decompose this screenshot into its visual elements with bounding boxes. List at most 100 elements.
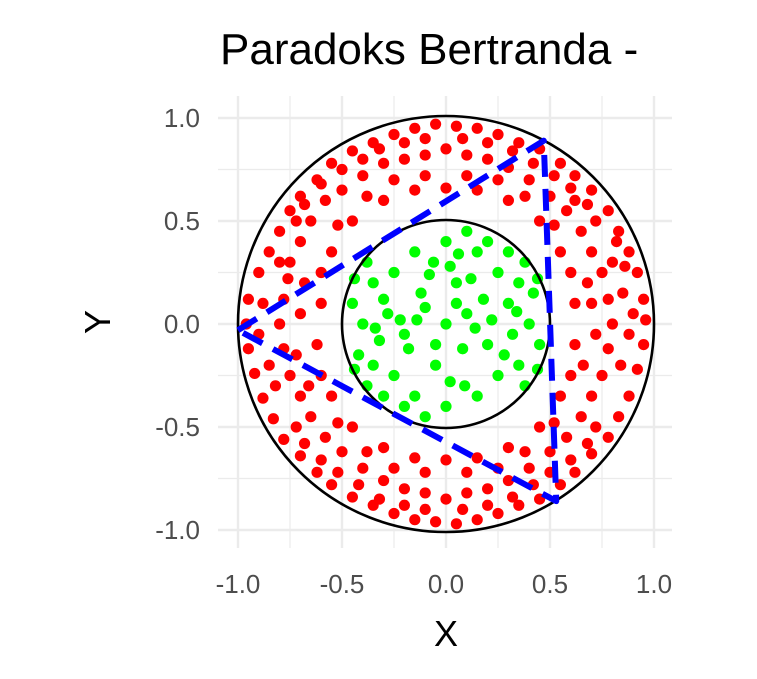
- data-point: [554, 157, 567, 169]
- data-point: [419, 170, 431, 182]
- data-point: [502, 442, 514, 454]
- data-point: [569, 466, 581, 478]
- x-tick-label: -1.0: [216, 569, 261, 599]
- data-point: [440, 493, 452, 505]
- data-point: [586, 448, 598, 460]
- x-tick-label: 0.5: [532, 569, 568, 599]
- data-point: [577, 359, 589, 371]
- data-point: [388, 369, 400, 382]
- data-point: [602, 343, 614, 355]
- data-point: [311, 466, 323, 478]
- data-point: [606, 318, 619, 330]
- data-point: [640, 314, 652, 326]
- data-point: [369, 322, 381, 334]
- data-point: [357, 462, 369, 474]
- data-point: [619, 260, 631, 272]
- data-point: [615, 359, 627, 371]
- data-point: [419, 487, 431, 499]
- data-point: [450, 277, 462, 289]
- data-point: [257, 392, 269, 404]
- data-point: [471, 246, 483, 258]
- data-point: [565, 454, 577, 466]
- data-point: [569, 194, 581, 206]
- data-point: [586, 246, 598, 258]
- data-point: [492, 266, 504, 279]
- data-point: [548, 417, 560, 429]
- data-point: [502, 194, 514, 206]
- x-axis-label: X: [434, 613, 458, 654]
- data-point: [409, 452, 421, 464]
- data-point: [502, 474, 514, 487]
- data-point: [623, 390, 635, 402]
- outer-circle: [236, 114, 656, 534]
- data-point: [613, 225, 625, 237]
- data-point: [353, 349, 365, 361]
- data-point: [554, 246, 567, 258]
- data-point: [631, 363, 643, 375]
- data-point: [575, 225, 587, 237]
- data-point: [419, 149, 431, 161]
- data-point: [581, 277, 594, 289]
- data-point: [565, 182, 577, 194]
- data-point: [631, 266, 643, 279]
- geometry: [235, 114, 656, 534]
- data-point: [394, 314, 406, 326]
- data-point: [409, 122, 421, 134]
- data-point: [290, 215, 302, 227]
- data-point: [469, 322, 481, 334]
- data-point: [298, 198, 311, 211]
- data-point: [602, 293, 614, 305]
- data-point: [502, 246, 514, 258]
- data-point: [623, 246, 635, 258]
- data-point: [610, 236, 623, 248]
- data-point: [492, 174, 504, 186]
- data-point: [492, 507, 504, 520]
- data-point: [284, 256, 296, 268]
- data-point: [409, 514, 421, 526]
- data-point: [398, 499, 410, 511]
- data-point: [482, 137, 494, 149]
- data-point: [332, 219, 344, 231]
- data-point: [326, 479, 338, 491]
- data-point: [315, 178, 327, 190]
- data-point: [346, 297, 358, 309]
- x-tick-label: 1.0: [636, 569, 672, 599]
- data-point: [502, 297, 514, 309]
- data-point: [274, 225, 286, 237]
- data-point: [617, 287, 629, 299]
- data-point: [298, 437, 311, 450]
- data-point: [274, 318, 286, 330]
- data-point: [534, 215, 546, 227]
- data-point: [482, 153, 494, 165]
- data-point: [471, 514, 483, 526]
- data-point: [294, 190, 306, 202]
- data-point: [596, 369, 608, 382]
- chart-title: Paradoks Bertranda -: [220, 25, 638, 74]
- data-point: [457, 503, 469, 515]
- data-point: [569, 170, 581, 182]
- data-point: [357, 318, 369, 330]
- data-point: [581, 198, 594, 211]
- data-point: [361, 446, 373, 458]
- data-point: [419, 133, 431, 145]
- data-point: [430, 118, 442, 130]
- data-point: [267, 413, 279, 425]
- data-point: [419, 466, 431, 478]
- data-point: [506, 491, 519, 503]
- data-point: [346, 215, 358, 227]
- data-point: [586, 390, 598, 402]
- data-point: [569, 297, 581, 309]
- data-point: [623, 328, 635, 340]
- data-point: [378, 194, 390, 206]
- data-point: [294, 236, 306, 248]
- inner-circle: [340, 218, 552, 430]
- data-point: [423, 268, 435, 281]
- data-point: [378, 293, 390, 305]
- data-point: [388, 128, 400, 141]
- data-point: [305, 411, 317, 423]
- data-point: [242, 293, 254, 305]
- data-point: [482, 499, 494, 511]
- data-point: [253, 266, 265, 279]
- data-point: [482, 339, 494, 351]
- data-point: [373, 334, 386, 347]
